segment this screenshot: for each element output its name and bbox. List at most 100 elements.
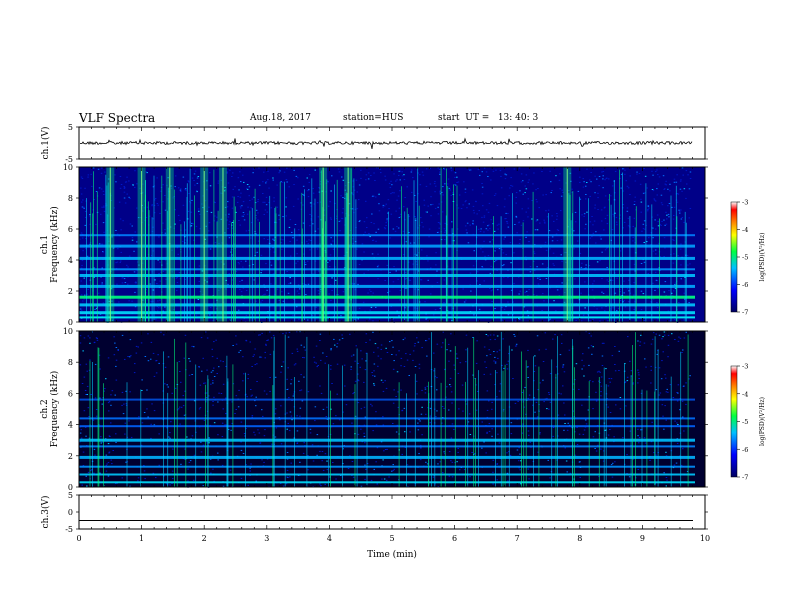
ch1-spectrogram-noise-pixel <box>265 181 268 183</box>
ch1-spectrogram-noise-pixel <box>151 205 153 207</box>
ch1-spectrogram-noise-pixel <box>184 278 186 280</box>
ch1-spectrogram-noise-pixel <box>325 191 327 193</box>
ch1-spectrogram-noise-pixel <box>472 220 474 222</box>
ch1-spectrogram-noise-pixel <box>137 261 139 263</box>
ch1-spectrogram-noise-pixel <box>446 183 449 185</box>
ch1-spectrogram-noise-pixel <box>98 243 101 245</box>
ch1-spectrogram-noise-pixel <box>594 175 596 177</box>
ch1-spectrogram-noise-pixel <box>229 255 231 257</box>
ch2-spectrogram-noise-pixel <box>534 365 537 367</box>
ch2-spectrogram-noise-pixel <box>442 331 444 333</box>
ch1-spectrogram-noise-pixel <box>491 301 493 302</box>
ch2-spectrogram-noise-pixel <box>251 416 253 418</box>
ch2-spectrogram-noise-pixel <box>649 459 651 461</box>
ch1-spectrogram-noise-pixel <box>477 169 480 171</box>
ch1-spectrogram-noise-pixel <box>142 183 144 185</box>
ch2-spectrogram-noise-pixel <box>678 336 680 338</box>
ch1-spectrogram-noise-pixel <box>430 204 432 206</box>
ch2-spectrogram-noise-pixel <box>637 382 639 384</box>
ch2-spectrogram-noise-pixel <box>206 337 209 339</box>
ch2-spectrogram-noise-pixel <box>232 383 235 385</box>
ch1-spectrogram-noise-pixel <box>158 236 160 238</box>
ch1-spectrogram-noise-pixel <box>234 186 236 188</box>
ch2-spectrogram-noise-pixel <box>475 409 478 411</box>
ch1-spectrogram-noise-pixel <box>323 214 326 216</box>
ch1-spectrogram-noise-pixel <box>515 215 517 217</box>
ch1-spectrogram-band <box>79 268 695 271</box>
ch1-spectrogram-noise-pixel <box>583 213 586 215</box>
ch1-spectrogram-noise-pixel <box>665 223 668 225</box>
ch2-spectrogram-noise-pixel <box>529 441 531 443</box>
ch1-spectrogram-noise-pixel <box>651 189 654 190</box>
ch2-spectrogram-noise-pixel <box>222 361 224 363</box>
ch2-spectrogram-noise-pixel <box>622 437 624 439</box>
ch2-spectrogram-noise-pixel <box>666 479 668 481</box>
ch1-spectrogram-noise-pixel <box>602 175 604 177</box>
ch2-spectrogram-noise-pixel <box>253 354 255 356</box>
ch1-spectrogram-noise-pixel <box>123 278 126 280</box>
x-axis-tick-label: 4 <box>327 534 332 543</box>
ch2-spectrogram-noise-pixel <box>296 350 299 352</box>
ch2-spectrogram-noise-pixel <box>93 472 95 474</box>
ch2-spectrogram-noise-pixel <box>342 411 344 413</box>
ch1-spectrogram-noise-pixel <box>585 264 587 266</box>
ch1-spectrogram-noise-pixel <box>454 176 456 178</box>
ch2-spectrogram-noise-pixel <box>581 368 583 370</box>
ch1-spectrogram-noise-pixel <box>378 210 381 212</box>
ch2-spectrogram-noise-pixel <box>628 476 631 478</box>
ch1-spectrogram-noise-pixel <box>176 247 179 249</box>
ch2-spectrogram-noise-pixel <box>180 381 182 383</box>
ch1-spectrogram-noise-pixel <box>481 216 483 218</box>
ch1-spectrogram-noise-pixel <box>619 291 621 293</box>
ch2-spectrogram-noise-pixel <box>469 434 472 435</box>
ch2-spectrogram-noise-pixel <box>121 334 124 336</box>
ch2-spectrogram-noise-pixel <box>465 361 467 363</box>
ch1-spectrogram-noise-pixel <box>266 315 269 317</box>
ch2-spectrogram-noise-pixel <box>618 370 620 371</box>
ch2-spectrogram-noise-pixel <box>213 367 215 369</box>
ch2-spectrogram-colorbar-tick-label: -5 <box>742 418 748 426</box>
ch2-spectrogram-noise-pixel <box>542 361 545 362</box>
ch2-spectrogram-noise-pixel <box>366 463 369 464</box>
ch1-spectrogram-noise-pixel <box>482 205 484 207</box>
ch1-spectrogram-colorbar-tick-label: -3 <box>742 199 748 207</box>
x-axis-tick-label: 0 <box>76 534 81 543</box>
ch1-spectrogram-noise-pixel <box>337 168 340 170</box>
ch1-spectrogram-noise-pixel <box>145 171 147 173</box>
ch1-spectrogram-noise-pixel <box>599 236 602 238</box>
ch1-spectrogram-noise-pixel <box>646 187 648 189</box>
ch1-spectrogram-noise-pixel <box>310 240 312 241</box>
ch1-spectrogram-noise-pixel <box>358 199 360 201</box>
ch2-spectrogram-noise-pixel <box>674 420 676 422</box>
ch2-spectrogram-noise-pixel <box>300 344 303 346</box>
ch2-spectrogram-noise-pixel <box>585 423 588 425</box>
ch2-spectrogram-noise-pixel <box>413 345 416 347</box>
ch2-spectrogram-noise-pixel <box>614 461 616 463</box>
ch1-spectrogram-noise-pixel <box>665 184 667 186</box>
ch2-spectrogram-noise-pixel <box>598 370 600 372</box>
ch1-spectrogram-noise-pixel <box>427 279 429 281</box>
ch1-spectrogram-noise-pixel <box>683 221 685 223</box>
ch1-spectrogram-noise-pixel <box>155 318 157 320</box>
ch2-spectrogram-noise-pixel <box>198 408 201 410</box>
ch2-spectrogram-noise-pixel <box>85 475 87 477</box>
ch2-spectrogram-noise-pixel <box>290 379 293 381</box>
ch1-spectrogram-noise-pixel <box>480 228 482 230</box>
ch2-spectrogram-noise-pixel <box>200 337 203 339</box>
ch2-spectrogram-noise-pixel <box>294 363 297 365</box>
ch2-spectrogram-noise-pixel <box>115 433 117 435</box>
ch1-spectrogram-noise-pixel <box>606 279 608 281</box>
ch1-spectrogram-noise-pixel <box>110 288 113 290</box>
ch2-spectrogram-noise-pixel <box>512 378 514 379</box>
ch1-spectrogram-noise-pixel <box>383 205 386 207</box>
ch1-spectrogram-noise-pixel <box>688 188 691 190</box>
ch2-spectrogram-noise-pixel <box>519 469 521 471</box>
ch1-spectrogram-noise-pixel <box>404 287 407 289</box>
ch1-spectrogram-noise-pixel <box>442 186 444 188</box>
ch1-spectrogram-noise-pixel <box>309 214 311 215</box>
ch1-spectrogram-noise-pixel <box>537 188 539 189</box>
ch1-spectrogram-noise-pixel <box>667 213 670 215</box>
ch1-spectrogram-noise-pixel <box>399 289 402 291</box>
ch2-spectrogram-noise-pixel <box>320 392 323 394</box>
ch1-spectrogram-noise-pixel <box>653 199 656 201</box>
